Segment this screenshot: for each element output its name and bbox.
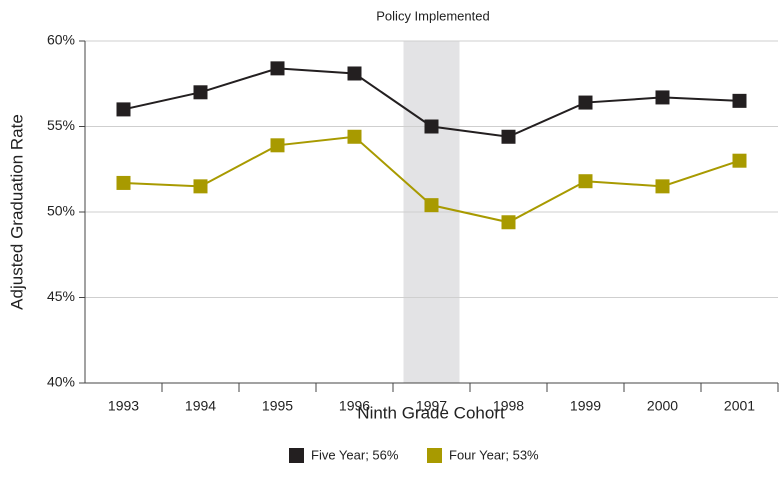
- y-tick-label: 55%: [47, 117, 75, 133]
- y-axis-label: Adjusted Graduation Rate: [7, 114, 26, 310]
- point: [270, 138, 285, 153]
- point: [578, 95, 593, 110]
- point: [116, 102, 131, 117]
- y-tick-label: 40%: [47, 374, 75, 390]
- point: [501, 215, 516, 230]
- point: [347, 129, 362, 144]
- y-tick-label: 45%: [47, 288, 75, 304]
- point: [424, 198, 439, 213]
- point: [501, 129, 516, 144]
- point: [655, 179, 670, 194]
- x-tick-label: 1993: [108, 398, 139, 414]
- x-tick-label: 1995: [262, 398, 293, 414]
- x-tick-label: 2001: [724, 398, 755, 414]
- x-tick-label: 2000: [647, 398, 678, 414]
- x-tick-label: 1994: [185, 398, 216, 414]
- x-axis-label: Ninth Grade Cohort: [357, 403, 505, 422]
- x-tick-label: 1999: [570, 398, 601, 414]
- legend-label: Five Year; 56%: [311, 447, 399, 462]
- y-tick-label: 60%: [47, 32, 75, 48]
- annotation: Policy Implemented: [376, 8, 489, 23]
- y-tick-label: 50%: [47, 203, 75, 219]
- point: [732, 153, 747, 168]
- point: [193, 179, 208, 194]
- point: [193, 85, 208, 100]
- point: [578, 174, 593, 189]
- point: [655, 90, 670, 105]
- x-tick-label: 1997: [416, 398, 447, 414]
- legend-label: Four Year; 53%: [449, 447, 539, 462]
- point: [116, 175, 131, 190]
- point: [732, 93, 747, 108]
- point: [347, 66, 362, 81]
- x-tick-label: 1996: [339, 398, 370, 414]
- x-tick-label: 1998: [493, 398, 524, 414]
- legend-swatch: [289, 448, 304, 463]
- point: [424, 119, 439, 134]
- point: [270, 61, 285, 76]
- legend-swatch: [427, 448, 442, 463]
